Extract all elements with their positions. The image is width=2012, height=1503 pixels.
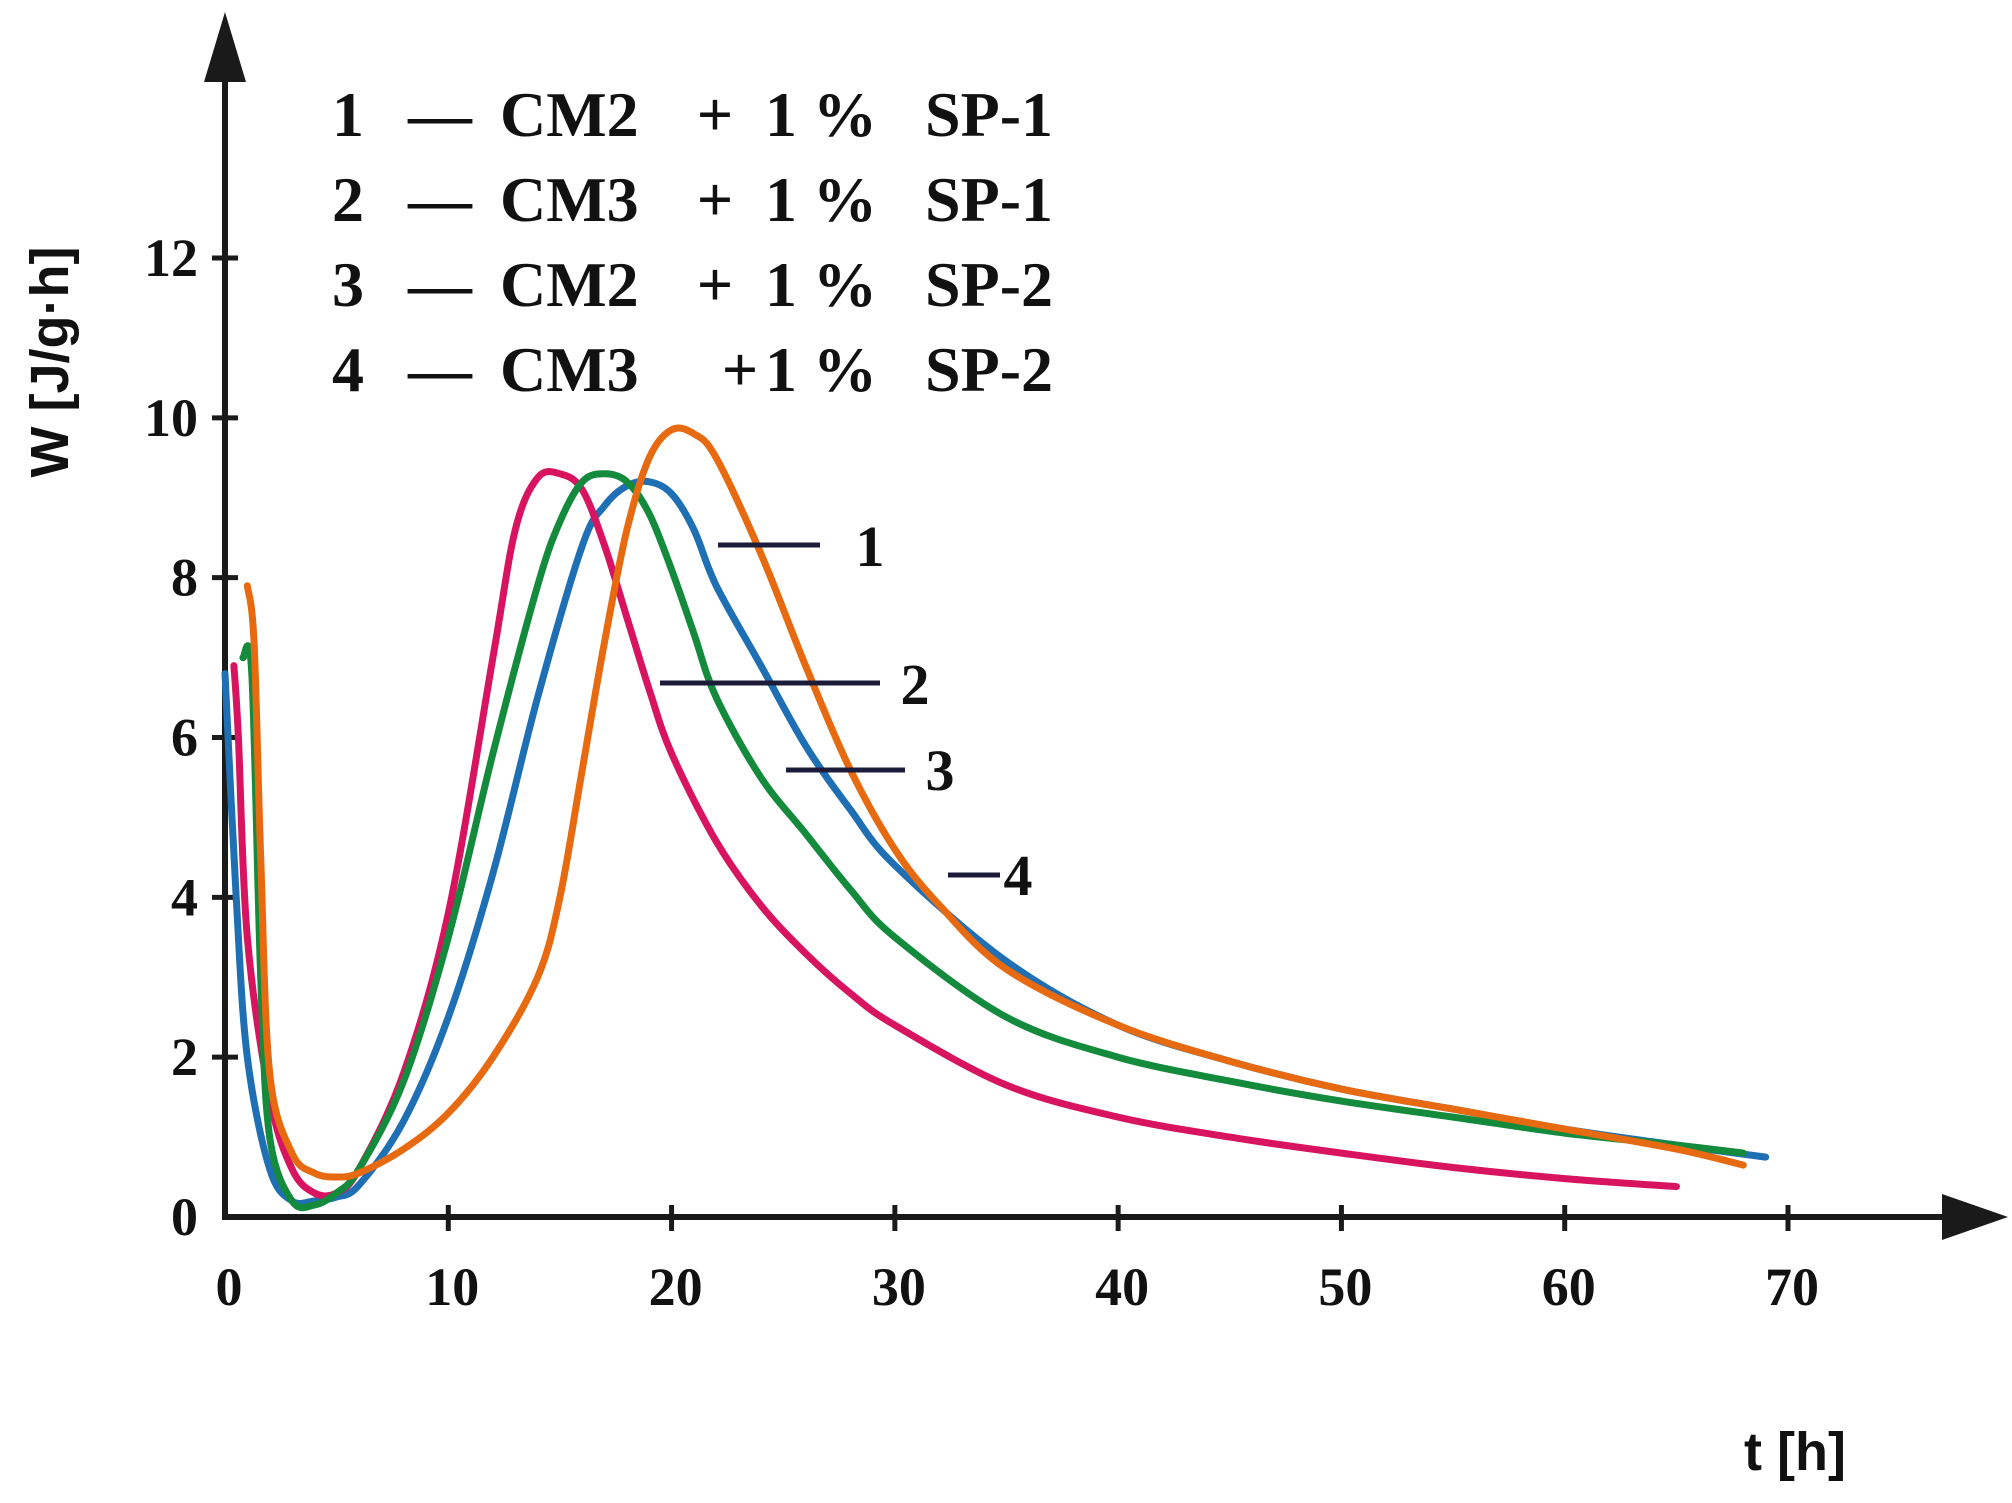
callouts: 1 2 34 [660, 514, 1033, 908]
legend-material: CM2 [500, 79, 639, 150]
x-tick-label: 30 [872, 1257, 926, 1317]
legend-number: 4 [332, 334, 364, 405]
x-tick-label: 10 [425, 1257, 479, 1317]
y-ticks: 0 2 4 6 8 10 12 [144, 228, 238, 1247]
legend: 1 — CM2 + 1 % SP-1 2 — CM3 + 1 % SP-1 3 … [332, 79, 1053, 405]
legend-material: CM2 [500, 249, 639, 320]
legend-additive: SP-2 [925, 249, 1053, 320]
y-tick-label: 0 [171, 1187, 198, 1247]
legend-plus: + [697, 79, 733, 150]
legend-additive: SP-2 [925, 334, 1053, 405]
legend-amount: 1 % [765, 79, 877, 150]
legend-dash: — [407, 79, 473, 150]
legend-additive: SP-1 [925, 79, 1053, 150]
legend-dash: — [407, 334, 473, 405]
legend-number: 3 [332, 249, 364, 320]
x-tick-label: 40 [1095, 1257, 1149, 1317]
series-line-4 [243, 424, 1747, 1181]
legend-entry-1: 1 — CM2 + 1 % SP-1 [332, 79, 1053, 150]
legend-number: 2 [332, 164, 364, 235]
legend-entry-4: 4 — CM3 + 1 % SP-2 [332, 334, 1053, 405]
y-tick-label: 6 [171, 708, 198, 768]
legend-material: CM3 [500, 164, 639, 235]
y-tick-label: 8 [171, 548, 198, 608]
callout-label: 3 [926, 738, 955, 803]
legend-plus: + [722, 334, 758, 405]
legend-dash: — [407, 249, 473, 320]
series-line-1 [221, 477, 1770, 1208]
y-tick-label: 4 [171, 867, 198, 927]
x-tick-label: 50 [1318, 1257, 1372, 1317]
callout-label: 4 [1004, 843, 1033, 908]
series-line-3 [239, 470, 1747, 1212]
legend-amount: 1 % [765, 334, 877, 405]
legend-entry-3: 3 — CM2 + 1 % SP-2 [332, 249, 1053, 320]
series-line-2 [230, 468, 1680, 1200]
legend-additive: SP-1 [925, 164, 1053, 235]
x-axis-arrow-icon [1942, 1194, 2008, 1240]
x-axis-label: t [h] [1744, 1422, 1846, 1482]
legend-material: CM3 [500, 334, 639, 405]
callout-label: 2 [901, 652, 930, 717]
y-tick-label: 2 [171, 1027, 198, 1087]
x-tick-label: 0 [216, 1257, 243, 1317]
series-layer [221, 424, 1770, 1212]
legend-plus: + [697, 164, 733, 235]
legend-entry-2: 2 — CM3 + 1 % SP-1 [332, 164, 1053, 235]
x-ticks: 0 10 20 30 40 50 60 70 [216, 1205, 1819, 1317]
y-axis-arrow-icon [204, 12, 246, 82]
legend-amount: 1 % [765, 249, 877, 320]
x-tick-label: 70 [1765, 1257, 1819, 1317]
legend-amount: 1 % [765, 164, 877, 235]
y-tick-label: 12 [144, 228, 198, 288]
x-tick-label: 60 [1542, 1257, 1596, 1317]
x-tick-label: 20 [649, 1257, 703, 1317]
y-tick-label: 10 [144, 388, 198, 448]
callout-label: 1 [856, 514, 885, 579]
legend-dash: — [407, 164, 473, 235]
legend-plus: + [697, 249, 733, 320]
y-axis-label: W [J/g·h] [20, 247, 80, 478]
legend-number: 1 [332, 79, 364, 150]
